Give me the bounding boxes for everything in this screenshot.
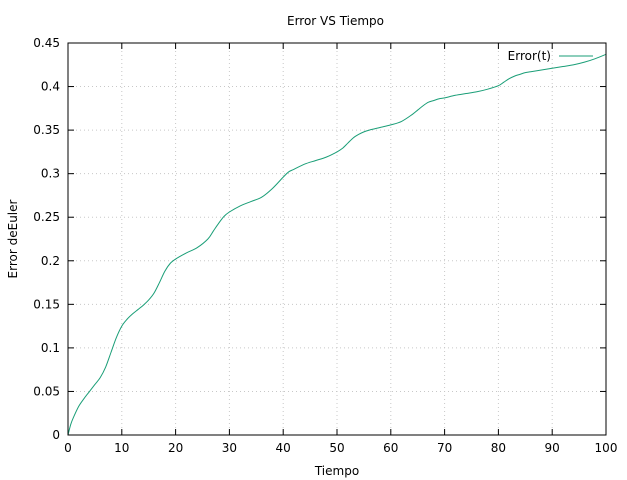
y-tick-label: 0.1: [41, 341, 60, 355]
chart-title: Error VS Tiempo: [287, 14, 384, 28]
y-tick-label: 0.35: [33, 123, 60, 137]
grid-layer: [68, 43, 606, 435]
x-tick-label: 40: [276, 441, 291, 455]
y-tick-label: 0: [52, 428, 60, 442]
series-layer: [67, 53, 607, 436]
legend-label-error: Error(t): [508, 49, 551, 63]
x-tick-label: 60: [383, 441, 398, 455]
y-tick-label: 0.45: [33, 36, 60, 50]
x-tick-label: 70: [437, 441, 452, 455]
x-tick-label: 80: [491, 441, 506, 455]
x-tick-label: 30: [222, 441, 237, 455]
y-tick-labels: 0 0.05 0.1 0.15 0.2 0.25 0.3 0.35 0.4 0.45: [33, 36, 60, 442]
x-tick-label: 100: [595, 441, 618, 455]
tick-layer: [67, 42, 607, 436]
x-tick-label: 0: [64, 441, 72, 455]
x-tick-label: 50: [329, 441, 344, 455]
x-tick-label: 20: [168, 441, 183, 455]
series-line-error: [67, 53, 607, 436]
legend: Error(t): [508, 49, 593, 63]
x-axis-label: Tiempo: [314, 464, 359, 478]
y-axis-label: Error deEuler: [6, 199, 20, 278]
x-tick-label: 90: [545, 441, 560, 455]
y-tick-label: 0.3: [41, 167, 60, 181]
y-tick-label: 0.25: [33, 210, 60, 224]
x-tick-label: 10: [114, 441, 129, 455]
x-tick-labels: 0 10 20 30 40 50 60 70 80 90 100: [64, 441, 617, 455]
y-tick-label: 0.15: [33, 297, 60, 311]
y-tick-label: 0.4: [41, 80, 60, 94]
y-tick-label: 0.2: [41, 254, 60, 268]
plot-frame: [67, 42, 607, 436]
y-tick-label: 0.05: [33, 384, 60, 398]
